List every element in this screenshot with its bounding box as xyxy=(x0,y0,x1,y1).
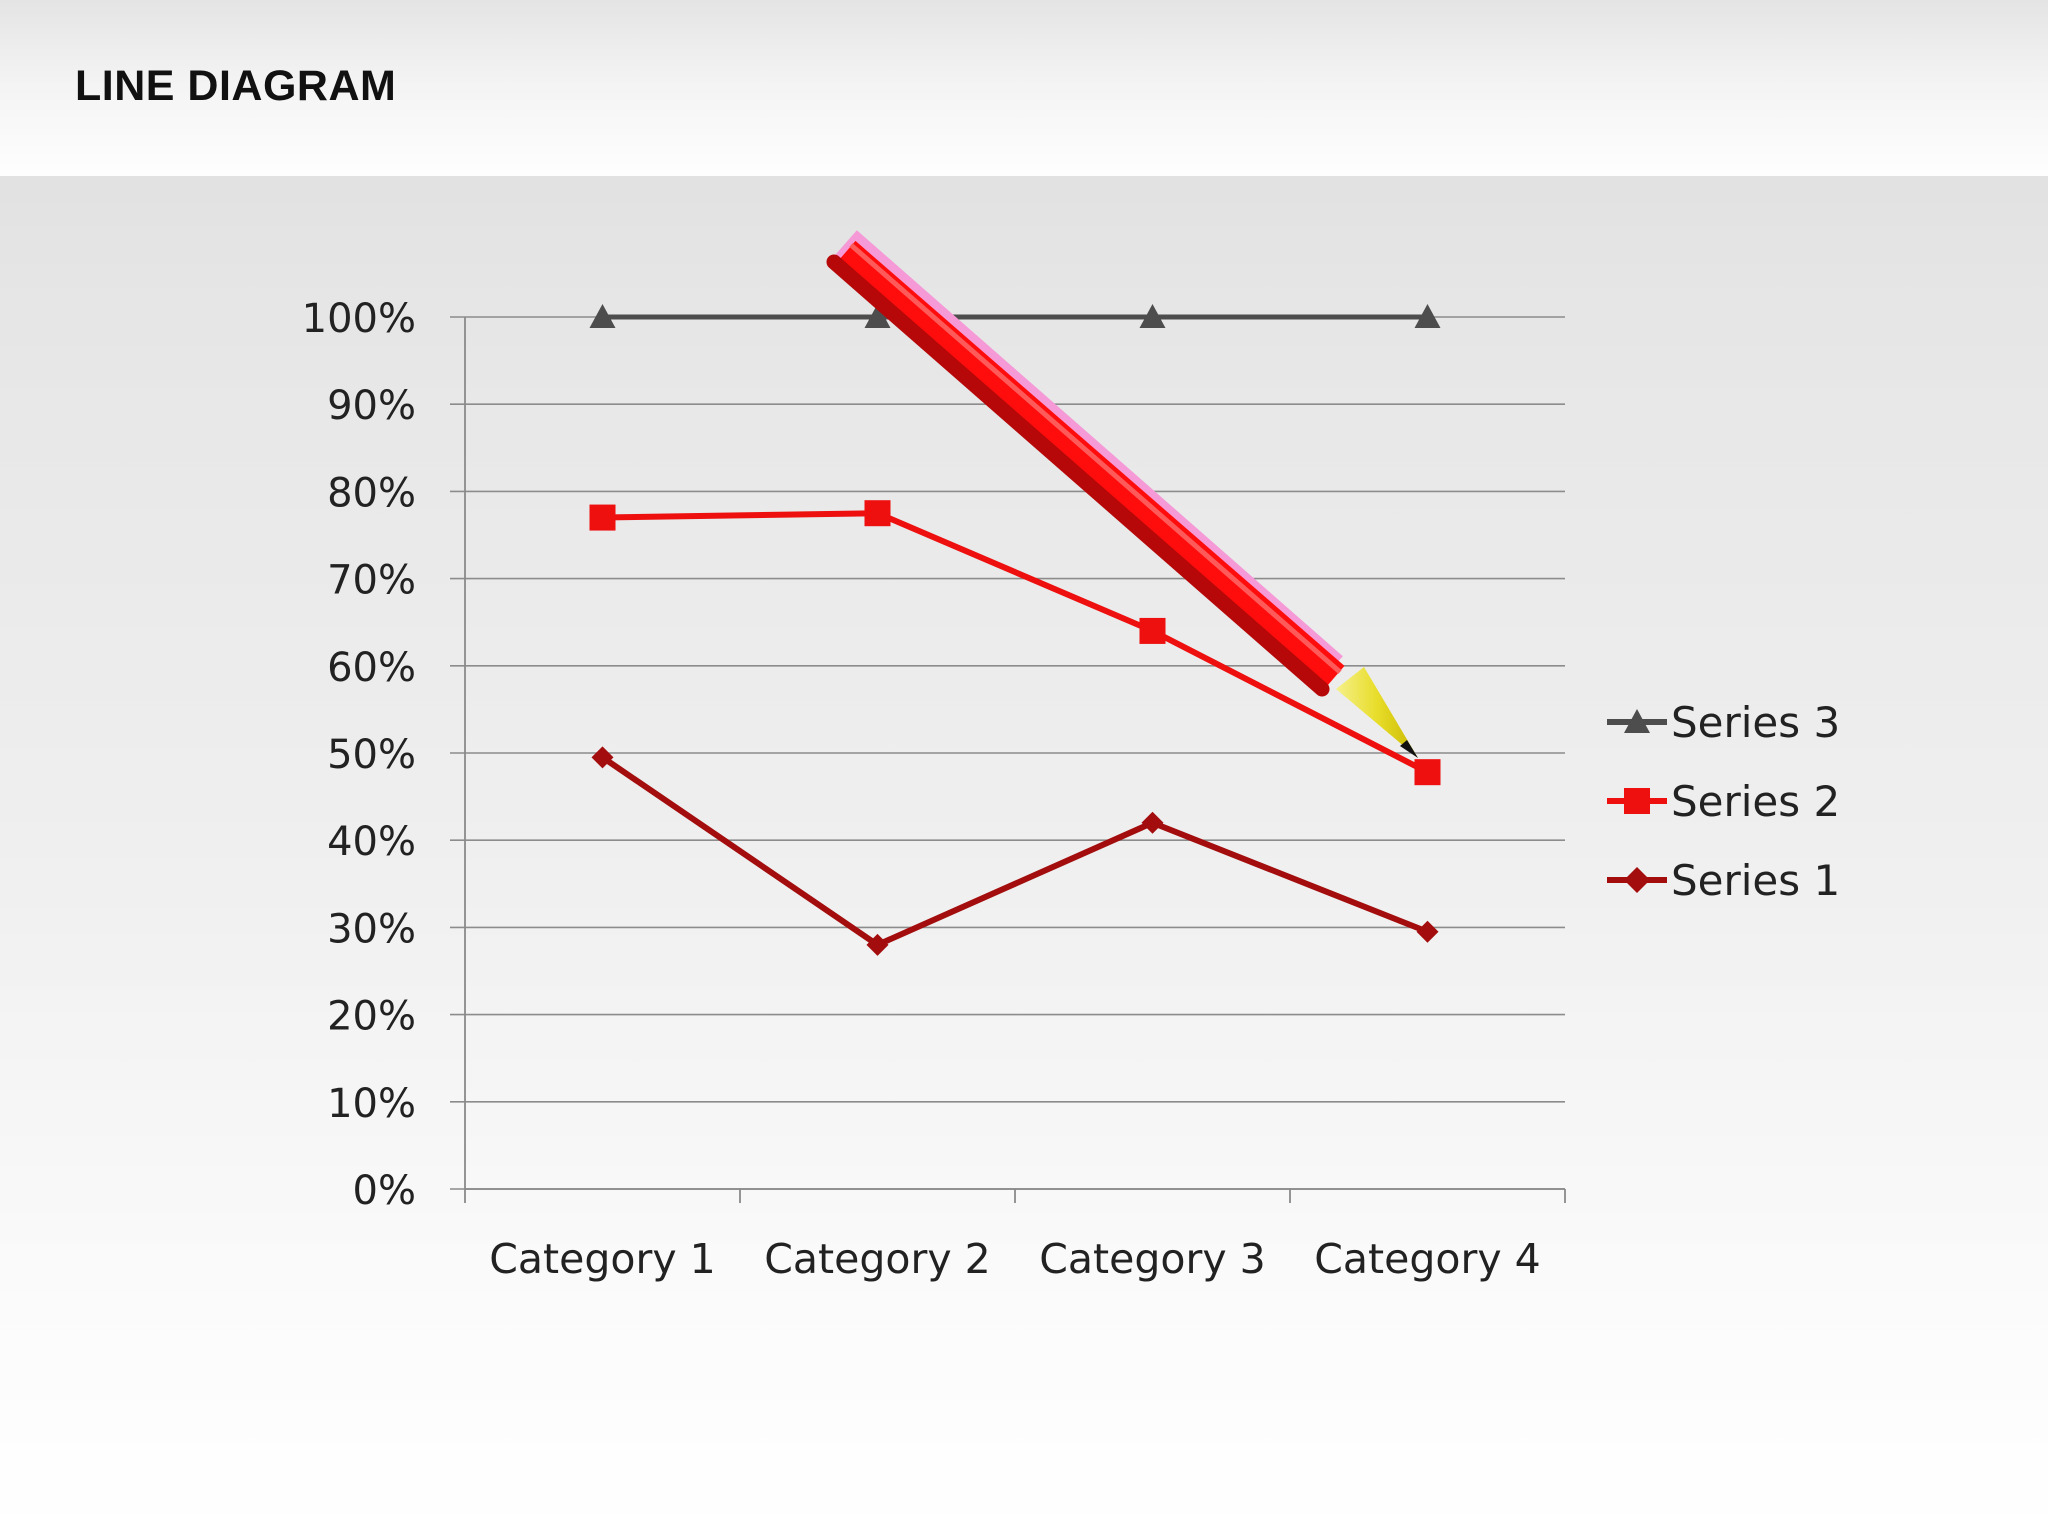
series-2-line xyxy=(602,510,1429,775)
series-3-point xyxy=(1139,304,1166,329)
y-tick-label: 0% xyxy=(353,1168,416,1214)
y-tick-label: 100% xyxy=(302,296,416,342)
legend: Series 3 Series 2 Series 1 xyxy=(1607,698,1840,905)
y-tick-label: 80% xyxy=(327,470,416,516)
y-tick-label: 50% xyxy=(327,732,416,778)
series-lines xyxy=(589,304,1441,956)
title-band xyxy=(0,0,2048,176)
series-1-point xyxy=(866,933,889,956)
series-1-line xyxy=(600,754,1429,948)
legend-marker-series-3 xyxy=(1624,709,1650,734)
x-tick-label: Category 2 xyxy=(764,1235,990,1283)
x-tick-label: Category 1 xyxy=(489,1235,715,1283)
legend-label-series-1: Series 1 xyxy=(1671,856,1840,905)
series-2-point xyxy=(1139,617,1166,644)
red-pencil-icon xyxy=(826,230,1418,758)
series-2-point xyxy=(589,504,616,531)
x-tick-label: Category 4 xyxy=(1314,1235,1540,1283)
gridlines xyxy=(450,316,1565,1190)
legend-marker-series-1 xyxy=(1624,867,1650,893)
series-3-point xyxy=(1414,304,1441,329)
series-1-point xyxy=(1416,920,1439,943)
y-tick-label: 20% xyxy=(327,994,416,1040)
series-2-point xyxy=(864,500,891,527)
series-2-point xyxy=(1414,759,1441,786)
y-tick-label: 90% xyxy=(327,383,416,429)
slide-title: LINE DIAGRAM xyxy=(75,62,397,110)
legend-marker-series-2 xyxy=(1624,788,1650,814)
series-3-point xyxy=(864,304,891,329)
x-tick-label: Category 3 xyxy=(1039,1235,1265,1283)
series-1-point xyxy=(1141,811,1164,834)
y-tick-label: 60% xyxy=(327,645,416,691)
series-1-point xyxy=(591,746,614,769)
legend-label-series-3: Series 3 xyxy=(1671,698,1840,747)
legend-label-series-2: Series 2 xyxy=(1671,777,1840,826)
y-tick-label: 30% xyxy=(327,906,416,952)
series-3-point xyxy=(589,304,616,329)
y-tick-label: 10% xyxy=(327,1081,416,1127)
axes: 0% 10% 20% 30% 40% 50% 60% 70% 80% 90% 100% Categor… xyxy=(302,296,1566,1283)
y-tick-label: 40% xyxy=(327,819,416,865)
y-tick-label: 70% xyxy=(327,558,416,604)
